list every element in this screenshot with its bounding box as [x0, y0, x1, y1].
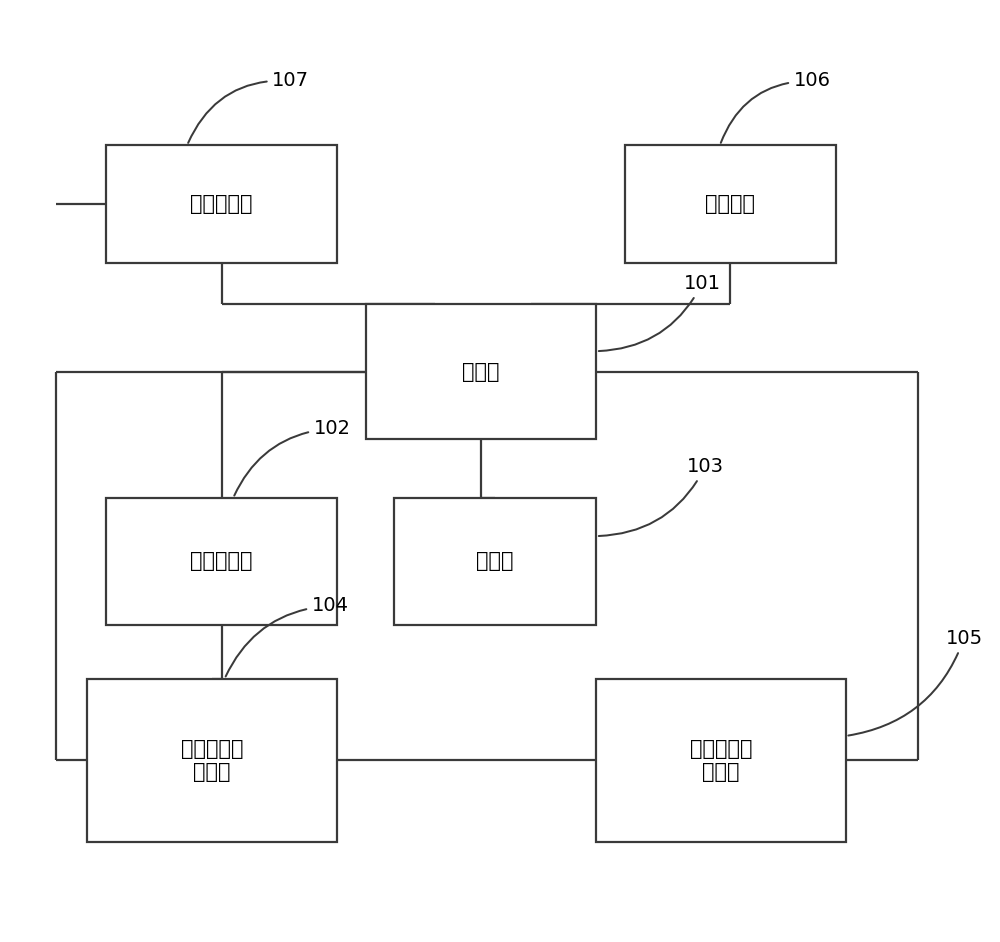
Text: 第二射频处
理芯片: 第二射频处 理芯片	[690, 739, 752, 782]
Text: 107: 107	[188, 72, 309, 143]
Text: 102: 102	[234, 419, 351, 495]
Text: 104: 104	[226, 596, 349, 676]
Text: 声音采集器: 声音采集器	[190, 194, 253, 214]
Bar	[596, 679, 846, 842]
Bar	[87, 679, 337, 842]
Text: 音频放大器: 音频放大器	[190, 551, 253, 572]
Text: 103: 103	[599, 457, 724, 536]
Text: 第一射频处
理芯片: 第一射频处 理芯片	[181, 739, 243, 782]
Text: 101: 101	[599, 274, 721, 351]
Text: 105: 105	[848, 629, 983, 736]
Bar	[394, 498, 596, 625]
Bar	[106, 145, 337, 263]
Bar	[366, 303, 596, 439]
Bar	[106, 498, 337, 625]
Text: 定位模块: 定位模块	[705, 194, 755, 214]
Bar	[625, 145, 836, 263]
Text: 106: 106	[721, 72, 831, 143]
Text: 处理器: 处理器	[462, 362, 500, 382]
Text: 存储器: 存储器	[476, 551, 514, 572]
